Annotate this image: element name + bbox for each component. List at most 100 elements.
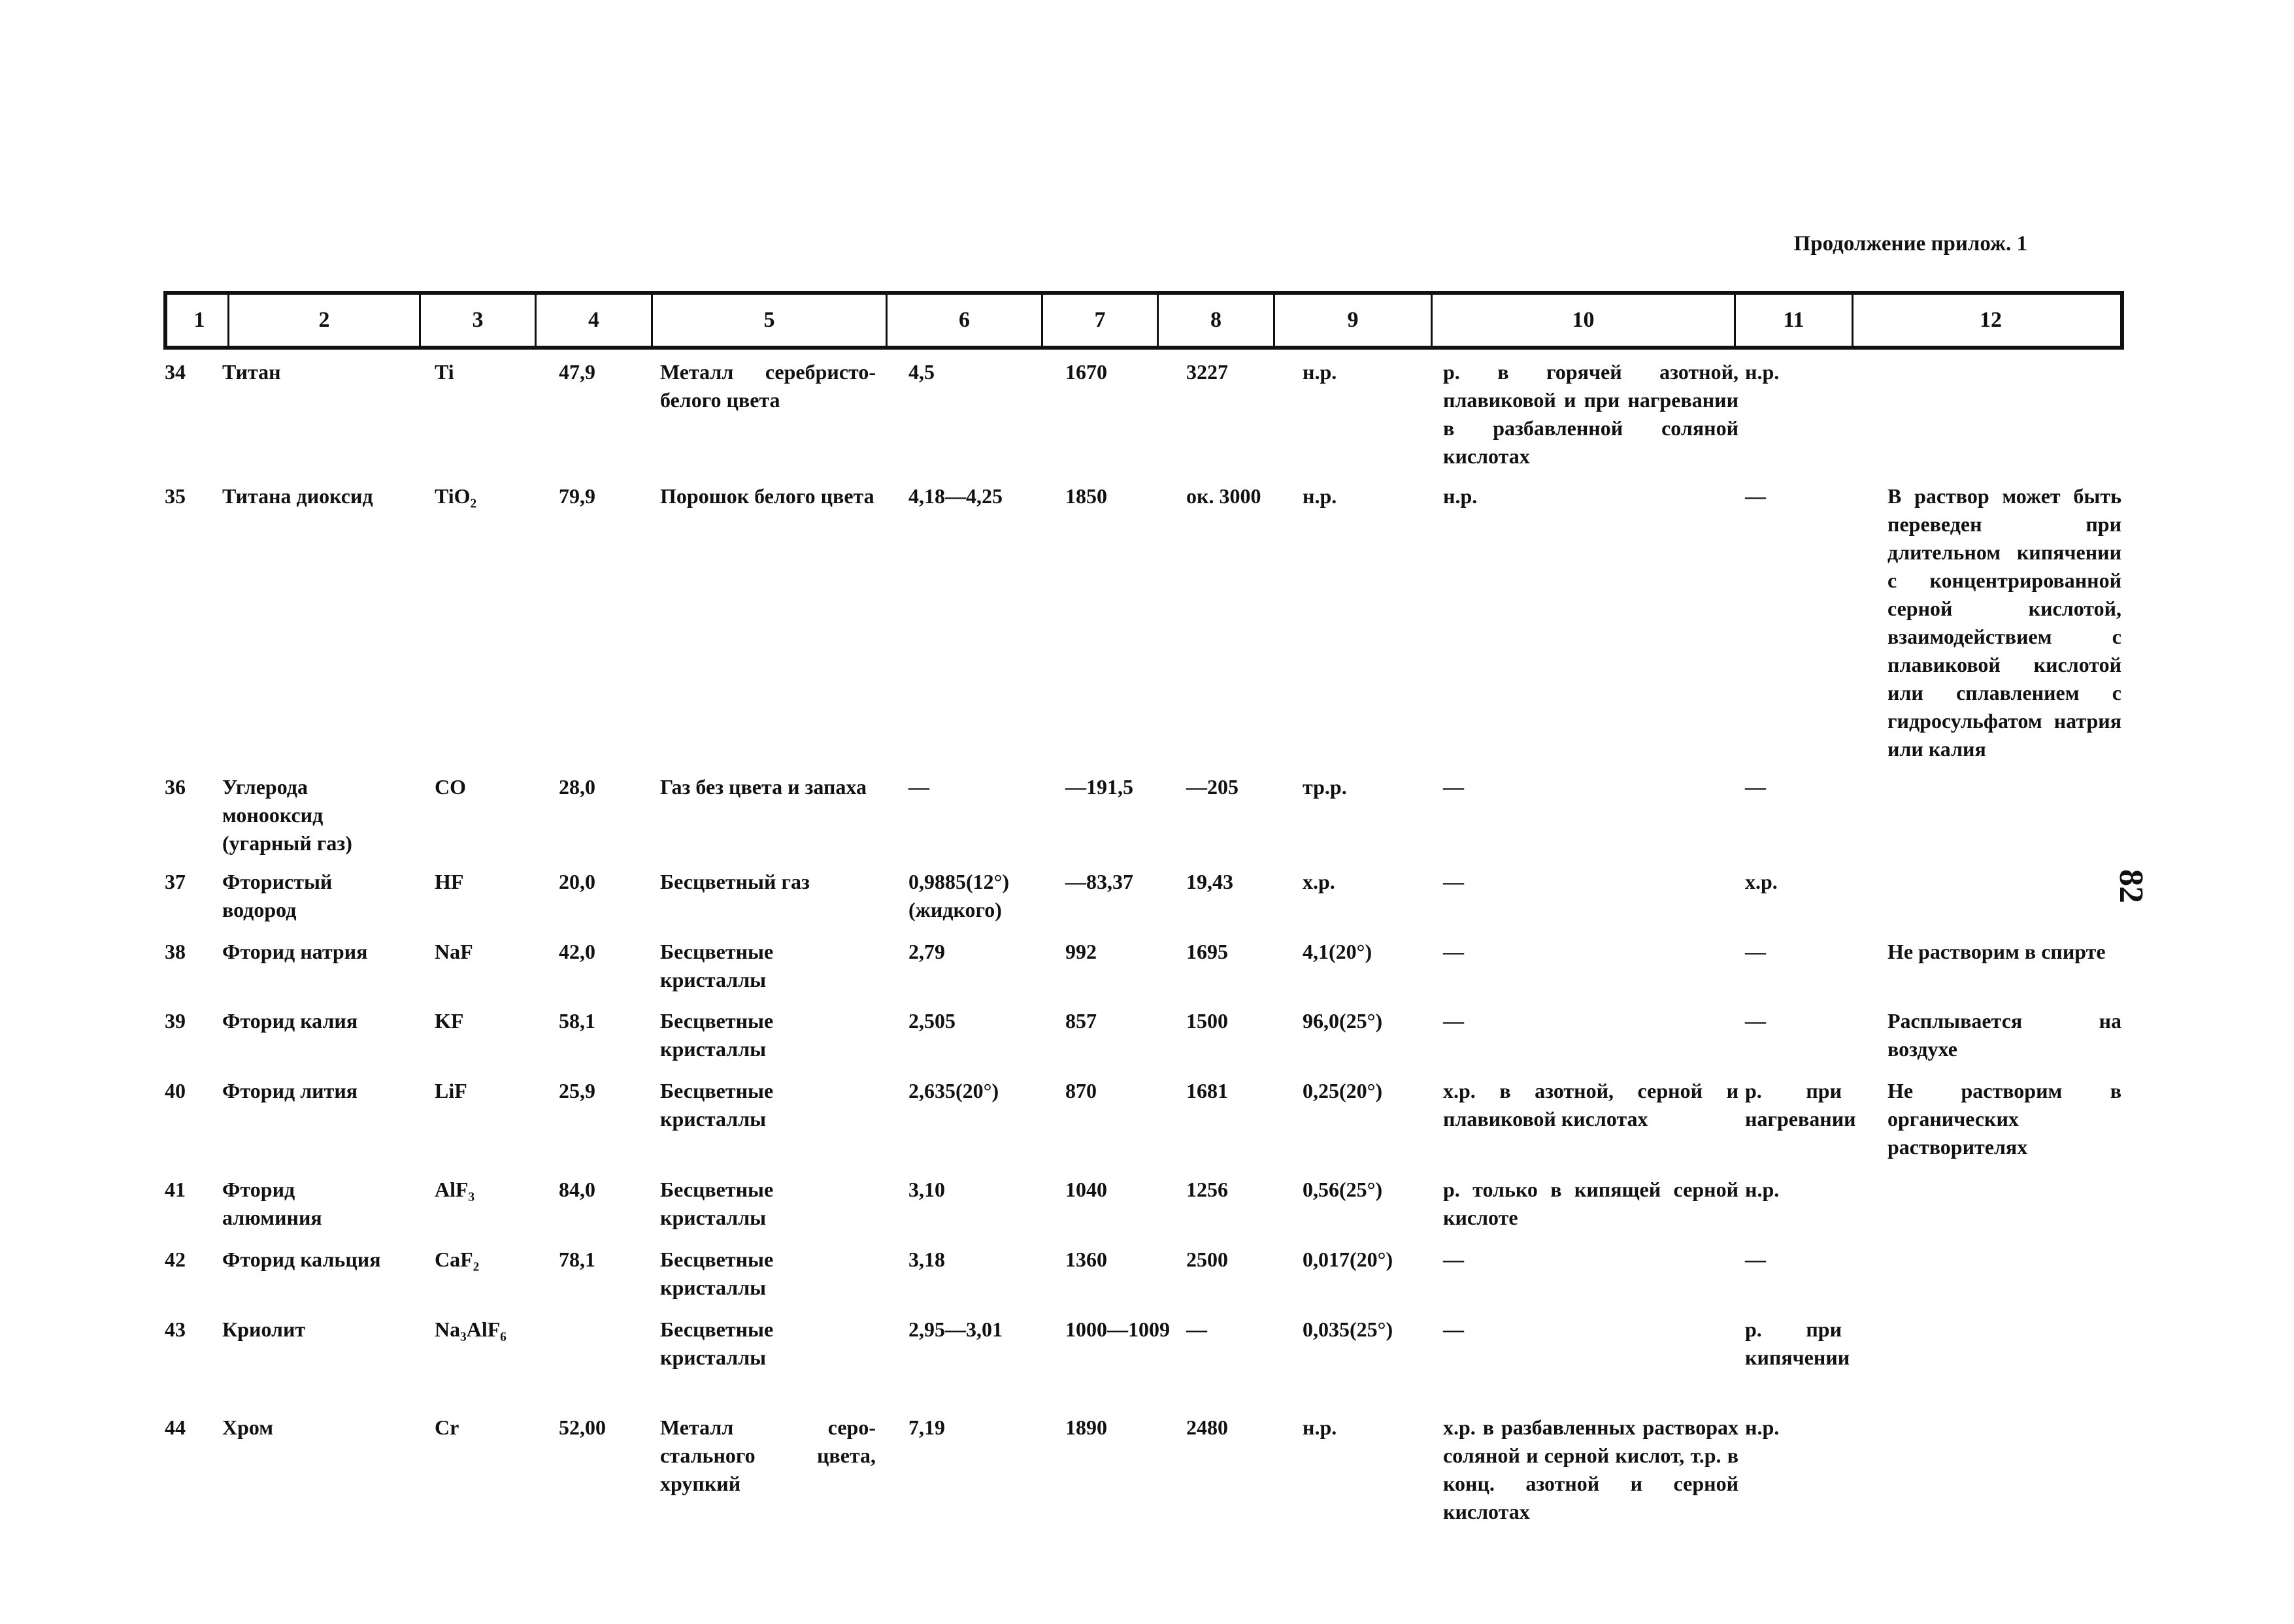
cell-acids: н.р. — [1443, 484, 1478, 508]
cell-desc: Бесцветные кристаллы — [660, 1009, 774, 1061]
cell-name: Фторид кальция — [222, 1248, 381, 1271]
cell-name: Фторид калия — [222, 1009, 358, 1033]
cell-tboil: 3227 — [1186, 360, 1228, 384]
column-number-2: 2 — [229, 295, 421, 346]
cell-name: Фторид алюминия — [222, 1178, 322, 1229]
cell-name: Титана диоксид — [222, 484, 373, 508]
cell-alkali: — — [1745, 484, 1766, 508]
cell-tboil: 2480 — [1186, 1416, 1228, 1439]
cell-density: 4,5 — [908, 360, 935, 384]
cell-formula: Cr — [435, 1416, 459, 1439]
cell-tmelt: —83,37 — [1065, 870, 1133, 893]
cell-n: 44 — [165, 1416, 186, 1439]
column-number-7: 7 — [1043, 295, 1159, 346]
cell-water: тр.р. — [1303, 775, 1347, 799]
cell-tmelt: 870 — [1065, 1079, 1097, 1102]
cell-name: Фторид лития — [222, 1079, 358, 1102]
cell-n: 36 — [165, 775, 186, 799]
cell-formula: LiF — [435, 1079, 467, 1102]
cell-acids: — — [1443, 870, 1464, 893]
cell-acids: — — [1443, 1248, 1464, 1271]
cell-mass: 28,0 — [559, 775, 595, 799]
cell-tmelt: —191,5 — [1065, 775, 1133, 799]
cell-tboil: —205 — [1186, 775, 1238, 799]
cell-formula: Ti — [435, 360, 454, 384]
cell-n: 35 — [165, 484, 186, 508]
cell-tboil: 2500 — [1186, 1248, 1228, 1271]
cell-water: 0,035(25°) — [1303, 1317, 1393, 1341]
cell-alkali: — — [1745, 1248, 1766, 1271]
page-number: 82 — [2112, 869, 2150, 903]
cell-desc: Газ без цвета и запаха — [660, 775, 867, 799]
cell-water: 0,017(20°) — [1303, 1248, 1393, 1271]
cell-name: Хром — [222, 1416, 274, 1439]
cell-tmelt: 857 — [1065, 1009, 1097, 1033]
column-number-11: 11 — [1736, 295, 1853, 346]
cell-desc: Металл серо-стального цвета, хрупкий — [660, 1416, 876, 1495]
cell-formula: CO — [435, 775, 466, 799]
cell-formula: NaF — [435, 940, 473, 963]
cell-density: 2,635(20°) — [908, 1079, 999, 1102]
cell-acids: — — [1443, 1009, 1464, 1033]
cell-note: Не растворим в спирте — [1887, 940, 2106, 963]
cell-alkali: — — [1745, 775, 1766, 799]
cell-alkali: р. при кипячении — [1745, 1317, 1850, 1369]
cell-name: Криолит — [222, 1317, 306, 1341]
cell-tmelt: 1360 — [1065, 1248, 1107, 1271]
cell-formula: AlF₃ — [435, 1178, 475, 1201]
cell-density: 2,79 — [908, 940, 945, 963]
cell-density: 2,505 — [908, 1009, 956, 1033]
cell-name: Углерода монооксид (угарный газ) — [222, 775, 352, 855]
cell-n: 34 — [165, 360, 186, 384]
cell-density: 4,18—4,25 — [908, 484, 1003, 508]
cell-note: В раствор может быть переведен при длите… — [1887, 484, 2121, 761]
cell-desc: Бесцветные кристаллы — [660, 1178, 774, 1229]
cell-acids: — — [1443, 940, 1464, 963]
cell-water: н.р. — [1303, 360, 1337, 384]
cell-n: 43 — [165, 1317, 186, 1341]
cell-mass: 58,1 — [559, 1009, 595, 1033]
cell-mass: 79,9 — [559, 484, 595, 508]
cell-tboil: 1695 — [1186, 940, 1228, 963]
table-header: 1 2 3 4 5 6 7 8 9 10 11 12 — [163, 291, 2124, 350]
cell-mass: 52,00 — [559, 1416, 606, 1439]
cell-desc: Бесцветные кристаллы — [660, 1079, 774, 1131]
cell-water: н.р. — [1303, 1416, 1337, 1439]
cell-tboil: 1681 — [1186, 1079, 1228, 1102]
cell-desc: Бесцветные кристаллы — [660, 1248, 774, 1299]
cell-formula: HF — [435, 870, 464, 893]
cell-water: н.р. — [1303, 484, 1337, 508]
cell-name: Фтористый водород — [222, 870, 333, 921]
cell-name: Титан — [222, 360, 281, 384]
column-number-5: 5 — [653, 295, 888, 346]
cell-tmelt: 1890 — [1065, 1416, 1107, 1439]
cell-alkali: — — [1745, 1009, 1766, 1033]
cell-mass: 47,9 — [559, 360, 595, 384]
cell-acids: х.р. в азотной, серной и плавиковой кисл… — [1443, 1079, 1738, 1131]
cell-note: Не растворим в органических растворителя… — [1887, 1079, 2121, 1159]
cell-n: 38 — [165, 940, 186, 963]
cell-tboil: — — [1186, 1317, 1207, 1341]
cell-density: 2,95—3,01 — [908, 1317, 1003, 1341]
cell-desc: Бесцветные кристаллы — [660, 940, 774, 991]
cell-water: 96,0(25°) — [1303, 1009, 1383, 1033]
cell-tboil: 19,43 — [1186, 870, 1233, 893]
cell-name: Фторид натрия — [222, 940, 368, 963]
cell-alkali: х.р. — [1745, 870, 1778, 893]
cell-acids: — — [1443, 1317, 1464, 1341]
cell-n: 37 — [165, 870, 186, 893]
column-number-6: 6 — [888, 295, 1043, 346]
cell-alkali: — — [1745, 940, 1766, 963]
cell-desc: Металл серебристо-белого цвета — [660, 360, 876, 412]
cell-water: 4,1(20°) — [1303, 940, 1372, 963]
cell-mass: 20,0 — [559, 870, 595, 893]
column-number-1: 1 — [171, 295, 229, 346]
cell-acids: р. в горячей азотной, плавиковой и при н… — [1443, 360, 1738, 468]
cell-tboil: ок. 3000 — [1186, 484, 1261, 508]
cell-n: 41 — [165, 1178, 186, 1201]
cell-formula: TiO₂ — [435, 484, 477, 508]
cell-formula: CaF₂ — [435, 1248, 480, 1271]
cell-density: 0,9885(12°) (жидкого) — [908, 870, 1010, 921]
cell-mass: 84,0 — [559, 1178, 595, 1201]
cell-tmelt: 1850 — [1065, 484, 1107, 508]
